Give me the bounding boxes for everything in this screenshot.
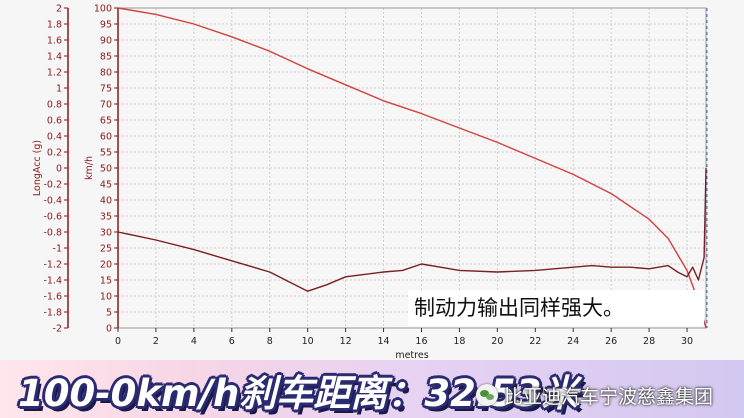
x-tick-label: 24 [567, 336, 579, 347]
right-tick-label: 100 [94, 4, 112, 15]
left-tick-label: 1 [56, 84, 62, 95]
right-tick-label: 80 [100, 68, 112, 79]
right-tick-label: 60 [100, 132, 112, 143]
x-tick-label: 12 [340, 336, 352, 347]
x-tick-label: 14 [378, 336, 390, 347]
bottom-banner: 100-0km/h刹车距离：32.53米 [0, 360, 744, 418]
left-tick-label: -0.6 [43, 212, 62, 223]
left-tick-label: 0.6 [47, 116, 62, 127]
x-tick-label: 28 [643, 336, 655, 347]
series-line-1 [117, 7, 707, 329]
left-tick-label: -1.8 [43, 308, 62, 319]
right-tick-label: 15 [100, 276, 112, 287]
left-axis-ticks: 2 1.8 1.6 1.4 1.2 1 0.8 0.6 0.4 0.2 0 -0.2 -0.4 -0.6 -… [43, 4, 68, 335]
right-tick-label: 75 [100, 84, 112, 95]
left-tick-label: -1 [53, 244, 62, 255]
x-tick-label: 10 [302, 336, 314, 347]
x-tick-label: 22 [529, 336, 541, 347]
left-tick-label: -2 [53, 324, 62, 335]
right-tick-label: 95 [100, 20, 112, 31]
left-tick-label: 0 [56, 164, 62, 175]
right-tick-label: 0 [106, 324, 112, 335]
chart-annotation: 制动力输出同样强大。 [408, 290, 704, 326]
left-tick-label: -0.8 [43, 228, 62, 239]
right-tick-label: 55 [100, 148, 112, 159]
right-tick-label: 90 [100, 36, 112, 47]
right-tick-label: 35 [100, 212, 112, 223]
x-tick-label: 8 [267, 336, 273, 347]
right-tick-label: 85 [100, 52, 112, 63]
right-tick-label: 10 [100, 292, 112, 303]
left-tick-label: 0.2 [47, 148, 62, 159]
x-tick-label: 18 [453, 336, 465, 347]
series-line-2 [117, 167, 707, 292]
x-tick-label: 26 [605, 336, 617, 347]
right-tick-label: 5 [106, 308, 112, 319]
left-axis-label: LongAcc (g) [32, 140, 43, 196]
right-tick-label: 45 [100, 180, 112, 191]
left-tick-label: -1.2 [43, 260, 62, 271]
x-axis-ticks: 0 2 4 6 8 10 12 14 16 18 20 22 24 26 28 30 [115, 328, 693, 347]
left-tick-label: 2 [56, 4, 62, 15]
left-tick-label: -0.2 [43, 180, 62, 191]
left-tick-label: 1.6 [47, 36, 62, 47]
x-tick-label: 2 [153, 336, 159, 347]
series-group [117, 7, 707, 329]
x-tick-label: 30 [681, 336, 693, 347]
left-tick-label: 0.4 [47, 132, 62, 143]
right-tick-label: 70 [100, 100, 112, 111]
left-tick-label: -0.4 [43, 196, 62, 207]
right-tick-label: 40 [100, 196, 112, 207]
left-tick-label: 0.8 [47, 100, 62, 111]
watermark-text: 比亚迪汽车宁波慈鑫集团 [504, 385, 714, 408]
left-tick-label: 1.2 [47, 68, 62, 79]
left-tick-label: -1.4 [43, 276, 62, 287]
right-tick-label: 50 [100, 164, 112, 175]
right-tick-label: 25 [100, 244, 112, 255]
x-tick-label: 20 [491, 336, 503, 347]
right-tick-label: 20 [100, 260, 112, 271]
right-tick-label: 30 [100, 228, 112, 239]
left-tick-label: -1.6 [43, 292, 62, 303]
x-axis-label: metres [395, 350, 428, 360]
wechat-icon [476, 384, 498, 406]
grid [117, 7, 706, 329]
x-tick-label: 6 [229, 336, 235, 347]
left-tick-label: 1.4 [47, 52, 62, 63]
x-tick-label: 4 [191, 336, 197, 347]
watermark: 比亚迪汽车宁波慈鑫集团 [476, 382, 713, 408]
right-axis-ticks: 1009590858075706560555045403530252015105… [94, 4, 118, 335]
left-tick-label: 1.8 [47, 20, 62, 31]
right-axis-label: km/h [84, 156, 95, 180]
right-tick-label: 65 [100, 116, 112, 127]
x-tick-label: 16 [415, 336, 427, 347]
x-tick-label: 0 [115, 336, 121, 347]
